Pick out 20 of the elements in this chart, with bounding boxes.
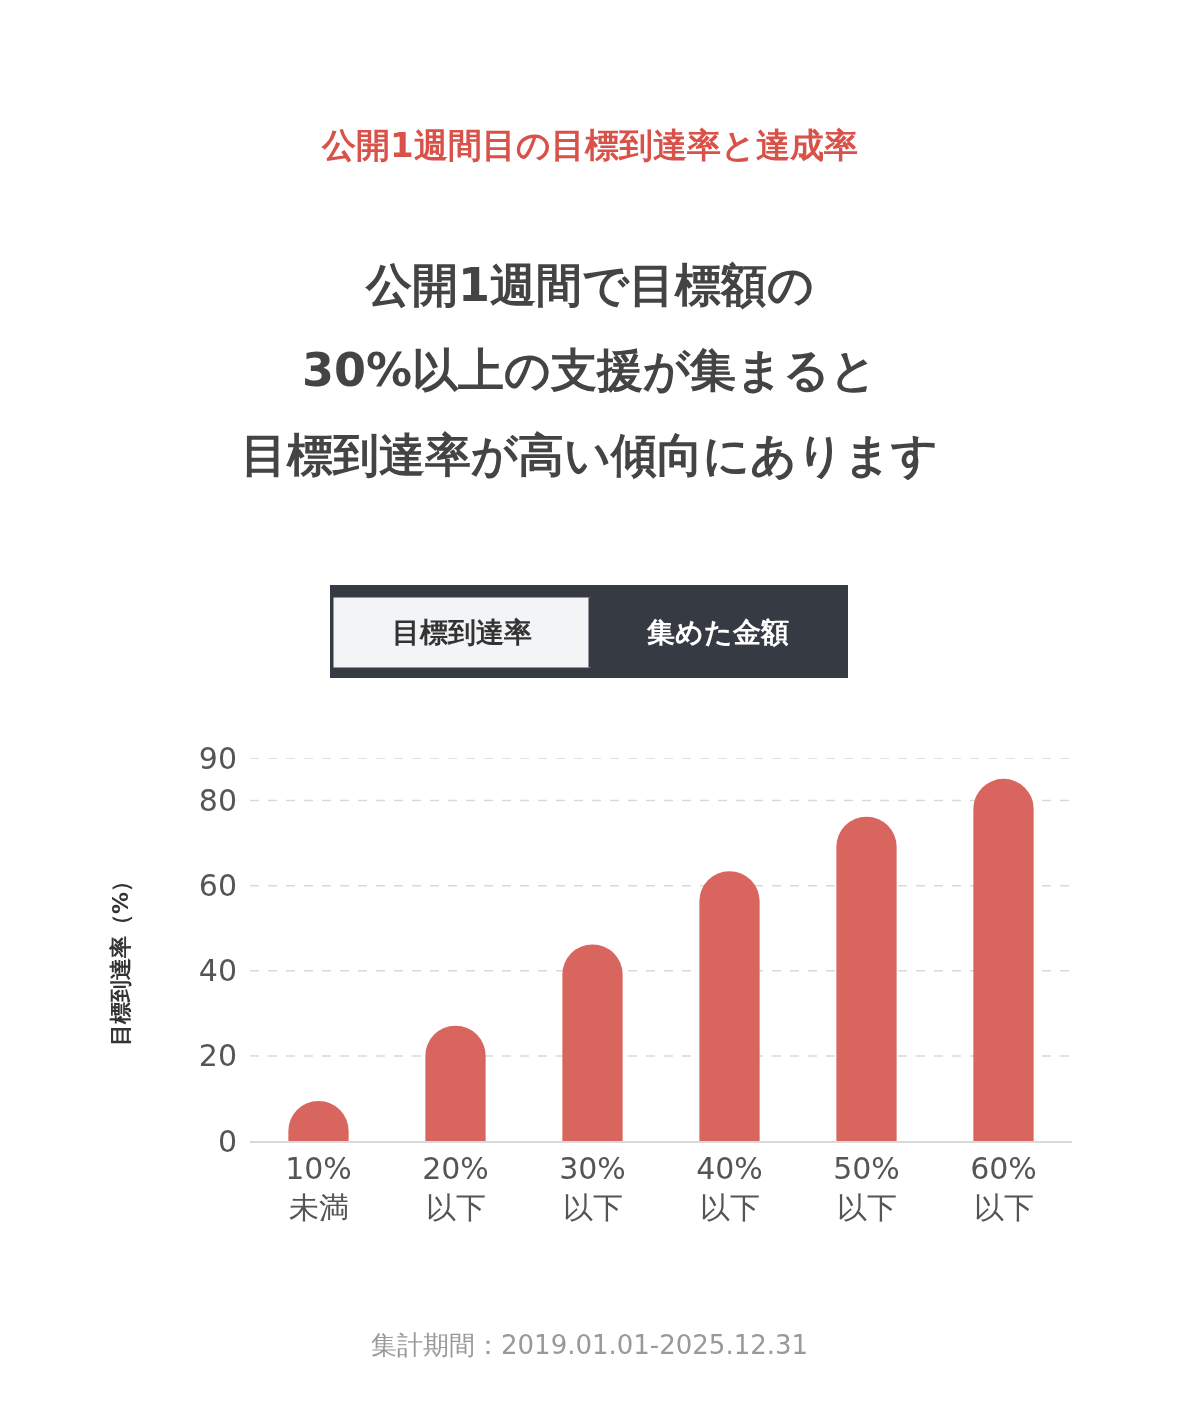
y-tick-label: 80 [198,783,237,819]
x-tick-label: 30% 以下 [559,1151,626,1225]
x-tick-label: 20% 以下 [422,1151,489,1225]
y-tick-label: 40 [198,953,237,989]
text: 30%以上の支援が集まると [302,343,878,397]
chart-title: 公開1週間目の目標到達率と達成率 [321,125,858,165]
x-tick-label: 40% 以下 [696,1151,763,1225]
y-tick-label: 90 [198,740,237,776]
x-tick-label: 60% 以下 [970,1151,1037,1225]
text: 目標到達率が高い傾向にあります [241,428,938,482]
text: 集計期間：2019.01.01-2025.12.31 [371,1330,809,1360]
y-tick-label: 60 [198,868,237,904]
text: 公開1週間で目標額の [365,258,815,312]
text: 集めた金額 [645,616,789,649]
y-axis-title: 目標到達率（%） [108,869,133,1046]
x-tick-label: 50% 以下 [833,1151,900,1225]
y-tick-label: 20 [198,1038,237,1074]
text: 目標到達率 [392,616,532,649]
x-tick-label: 10% 未満 [285,1151,352,1225]
y-tick-label: 0 [217,1123,237,1159]
